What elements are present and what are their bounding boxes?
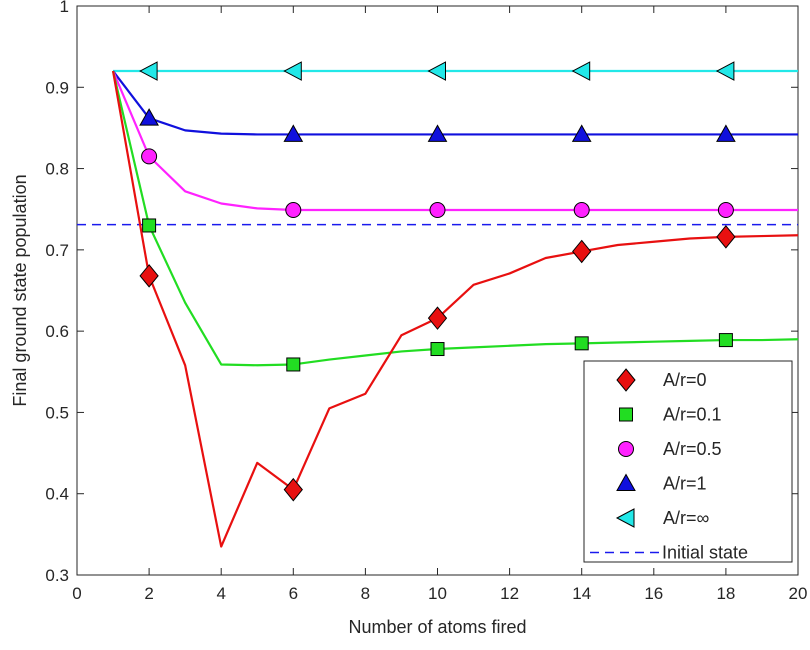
data-point-marker (427, 61, 446, 81)
series-line-1 (111, 70, 799, 367)
legend-label: A/r=0.5 (663, 439, 722, 459)
data-point-marker (430, 342, 445, 357)
x-tick-label: 2 (144, 584, 153, 603)
data-point-marker (716, 225, 736, 249)
legend-box (583, 360, 793, 563)
y-tick-label: 0.7 (45, 241, 69, 260)
data-point-marker (283, 477, 303, 502)
series-4-group (113, 61, 798, 81)
y-axis-label: Final ground state population (10, 174, 30, 406)
series-0-group (111, 70, 799, 548)
series-line-0 (111, 70, 799, 548)
series-2-group (112, 70, 798, 219)
legend: A/r=0 A/r=0.1 A/r=0.5 A/r=1 A/r=∞ Initial sta… (583, 360, 793, 563)
data-point-marker (572, 239, 592, 264)
data-point-marker (285, 202, 302, 219)
x-tick-label: 18 (716, 584, 735, 603)
x-tick-label: 14 (572, 584, 591, 603)
legend-label: A/r=1 (663, 474, 707, 494)
data-point-marker (717, 202, 734, 219)
legend-marker-swatch (616, 368, 636, 392)
series-1-group (111, 70, 799, 372)
x-tick-label: 10 (428, 584, 447, 603)
x-tick-label: 20 (789, 584, 808, 603)
data-point-marker (718, 333, 733, 348)
legend-marker-swatch (619, 407, 633, 422)
data-point-marker (427, 124, 448, 142)
axis-ticks: 0 2 4 6 8 10 12 14 16 18 20 0.3 0.4 0.5 0.6 0.7 0.8 0.9 1 (45, 0, 807, 603)
data-point-marker (571, 61, 591, 81)
y-tick-label: 0.5 (45, 403, 69, 422)
legend-label: A/r=0.1 (663, 405, 722, 425)
x-tick-label: 16 (644, 584, 663, 603)
series-line-3 (112, 70, 798, 136)
legend-label: A/r=0 (663, 370, 707, 390)
data-point-marker (142, 218, 157, 233)
x-tick-label: 4 (216, 584, 225, 603)
legend-entry-3: A/r=1 (616, 473, 707, 494)
y-tick-label: 0.8 (45, 160, 69, 179)
y-tick-label: 1 (60, 0, 69, 16)
data-point-marker (715, 61, 735, 81)
data-point-marker (429, 202, 446, 219)
legend-marker-swatch (618, 441, 634, 457)
y-tick-label: 0.6 (45, 322, 69, 341)
legend-marker-swatch (616, 473, 636, 491)
x-tick-label: 0 (72, 584, 81, 603)
y-tick-label: 0.3 (45, 566, 69, 585)
series-layer (77, 61, 799, 548)
y-tick-label: 0.4 (45, 485, 69, 504)
data-point-marker (427, 306, 448, 330)
x-axis-label: Number of atoms fired (348, 617, 526, 637)
legend-entry-1: A/r=0.1 (619, 405, 722, 425)
x-tick-label: 8 (361, 584, 370, 603)
legend-entry-0: A/r=0 (616, 368, 707, 392)
data-point-marker (286, 357, 301, 372)
data-point-marker (716, 124, 736, 142)
series-3-group (112, 70, 798, 142)
data-point-marker (283, 124, 304, 142)
data-point-marker (139, 264, 159, 288)
data-point-marker (283, 61, 302, 81)
data-point-marker (573, 202, 590, 219)
data-point-marker (139, 108, 159, 126)
legend-entry-4: A/r=∞ (615, 508, 710, 528)
data-point-marker (141, 148, 158, 165)
data-point-marker (574, 336, 589, 351)
legend-label: A/r=∞ (663, 508, 710, 528)
legend-entry-5: Initial state (590, 543, 748, 563)
x-tick-label: 12 (500, 584, 519, 603)
legend-marker-swatch (615, 508, 635, 528)
legend-entry-2: A/r=0.5 (618, 439, 722, 459)
series-line-2 (112, 70, 798, 212)
legend-label: Initial state (662, 543, 748, 563)
data-point-marker (571, 124, 592, 142)
y-tick-label: 0.9 (45, 78, 69, 97)
data-point-marker (139, 61, 158, 81)
x-tick-label: 6 (289, 584, 298, 603)
